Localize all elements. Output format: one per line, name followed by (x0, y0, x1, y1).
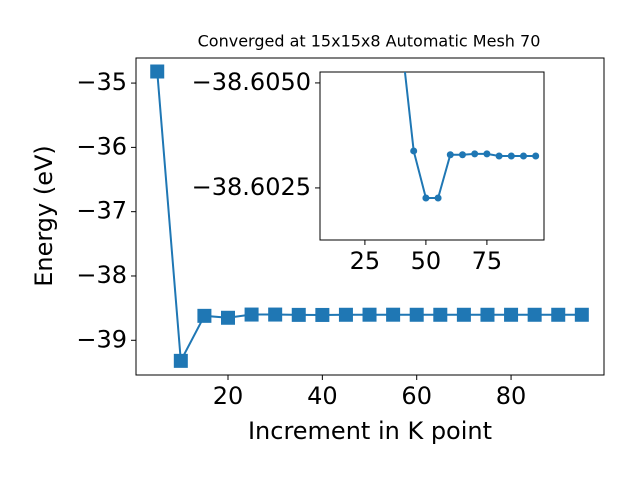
marker (456, 307, 471, 322)
marker (507, 152, 515, 160)
marker (220, 310, 235, 325)
marker (150, 64, 165, 79)
marker (551, 307, 566, 322)
marker (459, 151, 467, 159)
y-tick-label: −38.6025 (192, 173, 311, 201)
marker (410, 147, 418, 155)
marker (244, 307, 259, 322)
marker (362, 307, 377, 322)
marker (338, 307, 353, 322)
y-tick-label: −38.6050 (192, 68, 311, 96)
chart-title: Converged at 15x15x8 Automatic Mesh 70 (198, 32, 541, 51)
marker (574, 307, 589, 322)
x-tick-label: 75 (472, 247, 503, 275)
inset-series (403, 72, 540, 202)
x-tick-label: 40 (307, 382, 338, 410)
x-axis-label: Increment in K point (248, 417, 492, 445)
marker (409, 307, 424, 322)
marker (495, 152, 503, 160)
y-axis-label: Energy (eV) (30, 145, 58, 287)
x-tick-label: 60 (401, 382, 432, 410)
x-tick-label: 80 (496, 382, 527, 410)
marker (532, 152, 540, 160)
marker (483, 150, 491, 158)
marker (386, 307, 401, 322)
marker (433, 307, 448, 322)
marker (173, 353, 188, 368)
y-tick-label: −35 (76, 68, 127, 96)
y-tick-label: −36 (76, 132, 127, 160)
x-tick-label: 25 (350, 247, 381, 275)
x-tick-label: 50 (411, 247, 442, 275)
marker (520, 152, 528, 160)
y-tick-label: −37 (76, 197, 127, 225)
y-tick-label: −38 (76, 261, 127, 289)
marker (471, 150, 479, 158)
marker (527, 307, 542, 322)
marker (434, 194, 442, 202)
marker (291, 307, 306, 322)
x-tick-label: 20 (213, 382, 244, 410)
marker (315, 307, 330, 322)
y-tick-label: −39 (76, 325, 127, 353)
marker (504, 307, 519, 322)
marker (197, 308, 212, 323)
marker (480, 307, 495, 322)
main-series (150, 64, 589, 368)
marker (446, 151, 454, 159)
marker (268, 307, 283, 322)
marker (422, 194, 430, 202)
